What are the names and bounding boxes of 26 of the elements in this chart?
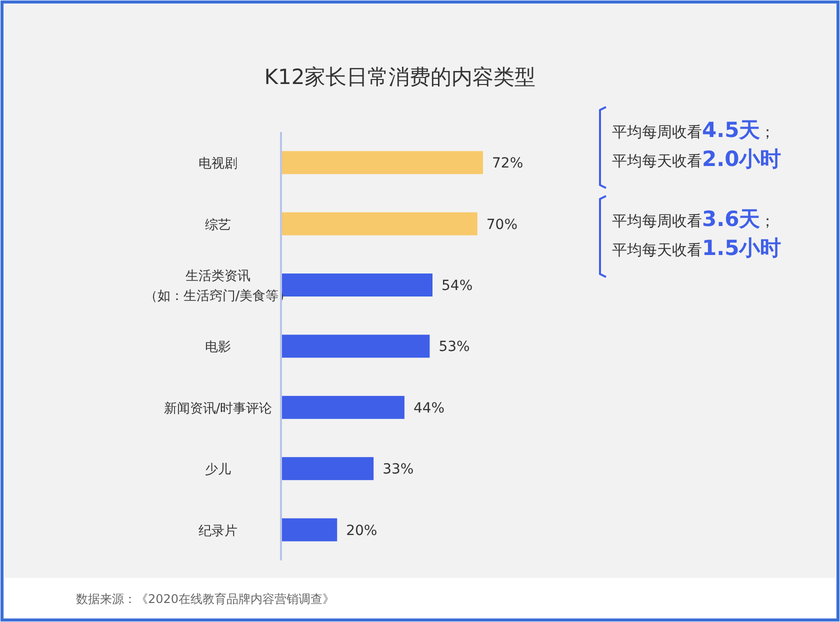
data-label: 70% [486,216,518,233]
bar [281,396,404,419]
bar [281,151,483,174]
bar [281,274,432,296]
data-label: 72% [492,156,524,172]
y-tick-label: 电影 [205,340,231,356]
bar [281,518,338,542]
data-label: 33% [382,462,414,478]
source-note: 数据来源：《2020在线教育品牌内容营销调查》 [76,592,335,606]
bar [281,457,374,480]
text: 平均每天收看2.0小时 [612,147,782,171]
y-tick-label: 电视剧 [198,156,238,172]
y-tick-label: 纪录片 [198,524,238,539]
data-label: 20% [346,522,378,539]
chart-title: K12家长日常消费的内容类型 [264,65,536,89]
bar [281,334,430,358]
data-label: 54% [442,278,473,294]
y-tick-label: 新闻资讯/时事评论 [164,401,272,416]
data-label: 44% [413,400,445,416]
y-tick-label: 少儿 [205,462,231,478]
bar [281,212,478,236]
data-label: 53% [438,339,470,356]
text: 平均每天收看1.5小时 [612,236,782,260]
y-tick-label: 综艺 [205,218,231,233]
text: 平均每周收看3.6天； [612,207,776,231]
text: 平均每周收看4.5天； [612,118,776,142]
